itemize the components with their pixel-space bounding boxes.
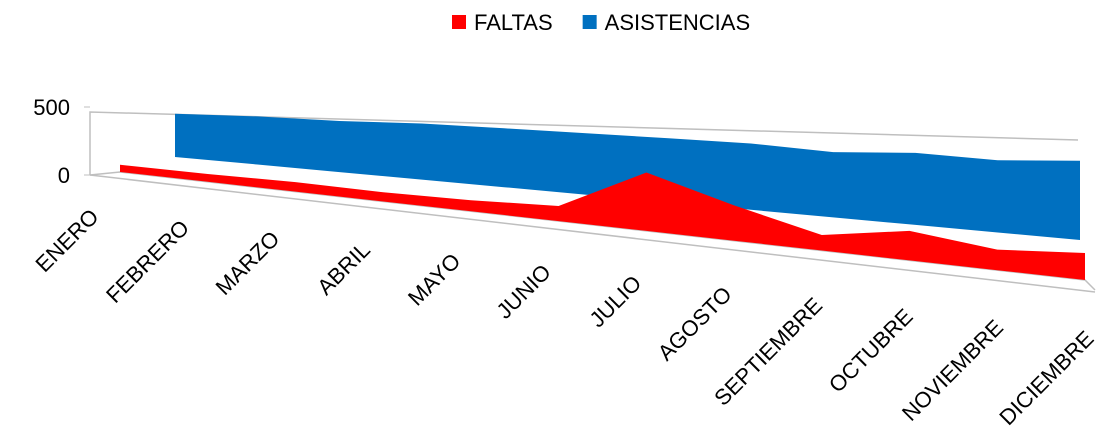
y-tick-label: 0: [58, 163, 70, 188]
floor-edge: [89, 174, 1096, 293]
x-tick-label: ENERO: [31, 204, 104, 277]
x-tick-label: NOVIEMBRE: [897, 315, 1008, 426]
legend-swatch: [582, 15, 597, 29]
x-tick-label: SEPTIEMBRE: [709, 293, 827, 411]
legend-label: FALTAS: [474, 10, 553, 35]
x-tick-label: JUNIO: [491, 259, 555, 323]
area: [120, 164, 1085, 280]
x-tick-label: AGOSTO: [653, 281, 737, 365]
y-tick-label: 500: [33, 95, 70, 120]
x-tick-label: DICIEMBRE: [994, 326, 1098, 430]
legend-swatch: [452, 15, 466, 29]
legend-label: ASISTENCIAS: [605, 10, 750, 35]
x-tick-label: OCTUBRE: [824, 304, 918, 398]
x-tick-label: MARZO: [211, 226, 285, 300]
x-tick-label: JULIO: [584, 270, 646, 332]
x-tick-label: MAYO: [403, 248, 465, 310]
x-tick-label: ABRIL: [312, 237, 375, 300]
x-tick-label: FEBRERO: [101, 215, 194, 308]
area: [175, 113, 1080, 240]
back-wall: [89, 111, 1079, 175]
